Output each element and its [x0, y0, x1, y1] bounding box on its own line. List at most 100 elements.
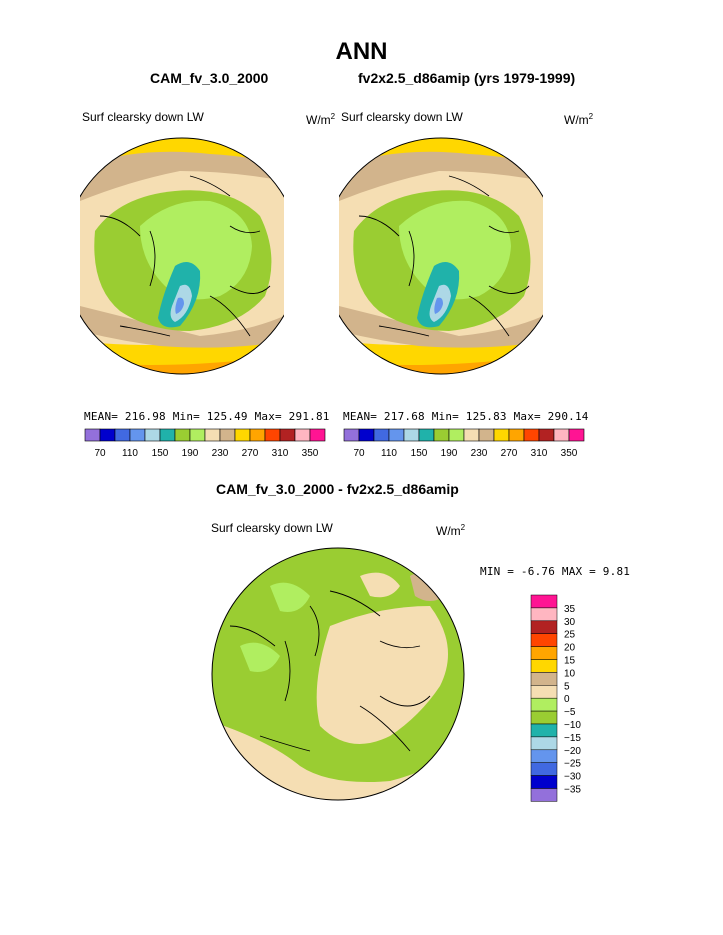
panel3-title: CAM_fv_3.0_2000 - fv2x2.5_d86amip: [216, 481, 459, 497]
colorbar-tick-label: 310: [272, 448, 289, 459]
colorbar-swatch: [463, 428, 480, 442]
colorbar-swatch: [264, 428, 281, 442]
colorbar-swatch: [234, 428, 251, 442]
panel1-colorbar-labels: 70 110 150 190 230 270 310 350: [94, 448, 318, 459]
colorbar-swatch: [530, 685, 558, 699]
colorbar-swatch: [219, 428, 236, 442]
colorbar-tick-label: −25: [564, 759, 581, 770]
colorbar-swatch: [530, 775, 558, 789]
colorbar-tick-label: 350: [302, 448, 319, 459]
panel1-colorbar-cells: [84, 428, 326, 442]
colorbar-swatch: [530, 723, 558, 738]
colorbar-tick-label: −15: [564, 733, 581, 744]
colorbar-swatch: [538, 428, 555, 442]
colorbar-swatch: [174, 428, 191, 442]
colorbar-swatch: [433, 428, 450, 442]
colorbar-swatch: [568, 428, 585, 442]
colorbar-tick-label: 110: [122, 448, 138, 459]
colorbar-swatch: [530, 788, 558, 802]
colorbar-tick-label: 20: [564, 643, 576, 654]
colorbar-tick-label: −20: [564, 746, 581, 757]
colorbar-tick-label: 25: [564, 630, 576, 641]
colorbar-tick-label: 230: [212, 448, 229, 459]
colorbar-swatch: [530, 762, 558, 776]
colorbar-tick-label: 190: [441, 448, 458, 459]
colorbar-tick-label: 70: [94, 448, 106, 459]
colorbar-swatch: [523, 428, 540, 442]
panel2-stats: MEAN= 217.68 Min= 125.83 Max= 290.14: [343, 410, 589, 423]
colorbar-swatch: [358, 428, 375, 442]
colorbar-swatch: [159, 428, 176, 442]
polar-map-observed: [339, 137, 543, 375]
colorbar-tick-label: −10: [564, 720, 581, 731]
panel3-unit: W/m2: [436, 523, 466, 538]
colorbar-swatch: [530, 594, 558, 609]
colorbar-swatch: [204, 428, 221, 442]
panel2-colorbar-labels: 70 110 150 190 230 270 310 350: [353, 448, 577, 459]
colorbar-swatch: [508, 428, 525, 442]
colorbar-swatch: [144, 428, 161, 442]
colorbar-tick-label: −30: [564, 772, 581, 783]
panel2-colorbar-cells: [343, 428, 585, 442]
colorbar-tick-label: 230: [471, 448, 488, 459]
colorbar-swatch: [84, 428, 101, 442]
colorbar-tick-label: 350: [561, 448, 578, 459]
colorbar-swatch: [388, 428, 405, 442]
colorbar-tick-label: 70: [353, 448, 365, 459]
colorbar-swatch: [114, 428, 131, 442]
colorbar-tick-label: 0: [564, 694, 570, 705]
colorbar-tick-label: 310: [531, 448, 548, 459]
colorbar-swatch: [249, 428, 266, 442]
colorbar-tick-label: 110: [381, 448, 397, 459]
colorbar-swatch: [403, 428, 420, 442]
colorbar-tick-label: −5: [564, 707, 576, 718]
panel1-title: CAM_fv_3.0_2000: [150, 70, 269, 86]
colorbar-swatch: [493, 428, 510, 442]
colorbar-swatch: [530, 659, 558, 673]
colorbar-tick-label: 10: [564, 668, 576, 679]
panel2-unit: W/m2: [564, 112, 594, 127]
panel3-var-label: Surf clearsky down LW: [211, 521, 333, 535]
colorbar-swatch: [530, 672, 558, 686]
polar-map-model: [80, 137, 284, 375]
colorbar-swatch: [530, 749, 558, 763]
panel2-title: fv2x2.5_d86amip (yrs 1979-1999): [358, 70, 576, 86]
colorbar-swatch: [448, 428, 465, 442]
colorbar-tick-label: 150: [411, 448, 428, 459]
colorbar-tick-label: 15: [564, 656, 576, 667]
colorbar-swatch: [530, 697, 558, 712]
colorbar-tick-label: −35: [564, 785, 581, 796]
colorbar-swatch: [478, 428, 495, 442]
colorbar-swatch: [294, 428, 311, 442]
colorbar-swatch: [279, 428, 296, 442]
panel2-var-label: Surf clearsky down LW: [341, 110, 463, 124]
panel3-colorbar-cells: [530, 594, 558, 802]
colorbar-swatch: [418, 428, 435, 442]
colorbar-swatch: [99, 428, 116, 442]
polar-map-difference: [211, 547, 465, 801]
panel1-stats: MEAN= 216.98 Min= 125.49 Max= 291.81: [84, 410, 330, 423]
colorbar-swatch: [530, 736, 558, 751]
colorbar-swatch: [343, 428, 360, 442]
colorbar-swatch: [373, 428, 390, 442]
colorbar-swatch: [530, 633, 558, 647]
colorbar-tick-label: 190: [182, 448, 199, 459]
colorbar-swatch: [530, 710, 558, 725]
colorbar-swatch: [530, 620, 558, 634]
colorbar-tick-label: 150: [152, 448, 169, 459]
colorbar-tick-label: 270: [501, 448, 518, 459]
panel2-colorbar: 70 110 150 190 230 270 310 350: [343, 428, 585, 459]
colorbar-swatch: [553, 428, 570, 442]
colorbar-tick-label: 30: [564, 617, 576, 628]
colorbar-swatch: [129, 428, 146, 442]
colorbar-swatch: [530, 607, 558, 622]
panel1-unit: W/m2: [306, 112, 336, 127]
colorbar-swatch: [189, 428, 206, 442]
panel3-minmax: MIN = -6.76 MAX = 9.81: [480, 565, 631, 578]
panel1-var-label: Surf clearsky down LW: [82, 110, 204, 124]
colorbar-swatch: [530, 646, 558, 660]
page-title: ANN: [335, 38, 388, 65]
colorbar-tick-label: 35: [564, 604, 576, 615]
